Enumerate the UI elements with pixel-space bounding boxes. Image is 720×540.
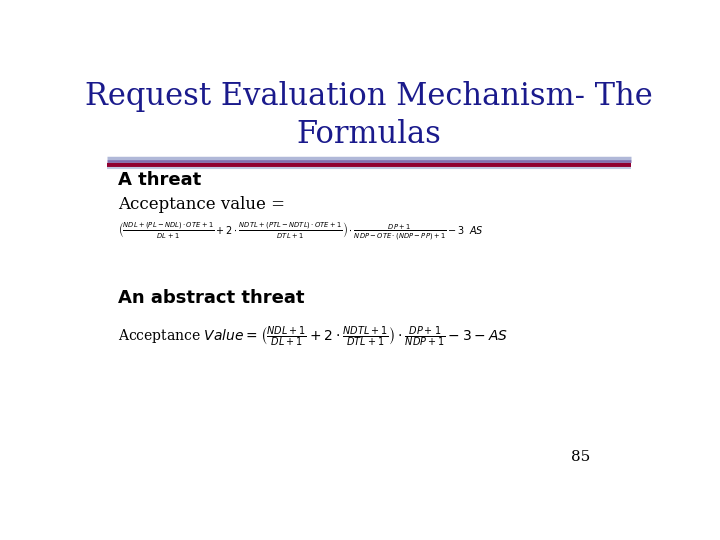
Text: Formulas: Formulas [297, 119, 441, 150]
Text: $\left(\frac{NDL + (PL - NDL)\cdot OTE + 1}{DL + 1} + 2 \cdot \frac{NDTL + (PTL : $\left(\frac{NDL + (PL - NDL)\cdot OTE +… [118, 221, 484, 242]
Text: Request Evaluation Mechanism- The: Request Evaluation Mechanism- The [85, 82, 653, 112]
Text: Acceptance value =: Acceptance value = [118, 196, 285, 213]
Text: Acceptance $\mathit{Value} = \left(\frac{NDL + 1}{DL + 1} + 2 \cdot \frac{NDTL +: Acceptance $\mathit{Value} = \left(\frac… [118, 325, 508, 349]
Text: 85: 85 [572, 450, 590, 464]
Text: A threat: A threat [118, 171, 201, 189]
Text: An abstract threat: An abstract threat [118, 289, 305, 307]
